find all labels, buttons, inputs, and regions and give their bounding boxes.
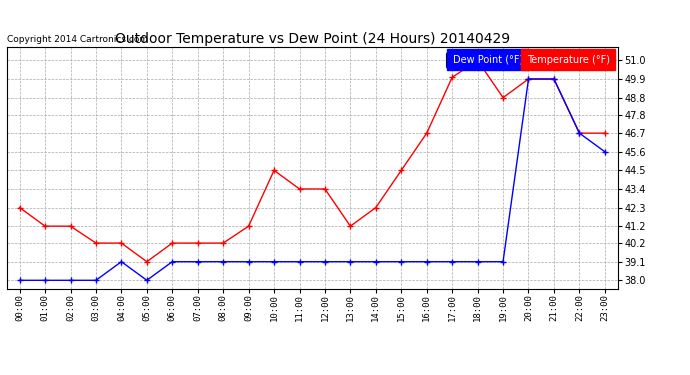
Legend: Dew Point (°F), Temperature (°F): Dew Point (°F), Temperature (°F) [446, 52, 613, 68]
Title: Outdoor Temperature vs Dew Point (24 Hours) 20140429: Outdoor Temperature vs Dew Point (24 Hou… [115, 32, 510, 46]
Text: Copyright 2014 Cartronics.com: Copyright 2014 Cartronics.com [7, 36, 148, 45]
